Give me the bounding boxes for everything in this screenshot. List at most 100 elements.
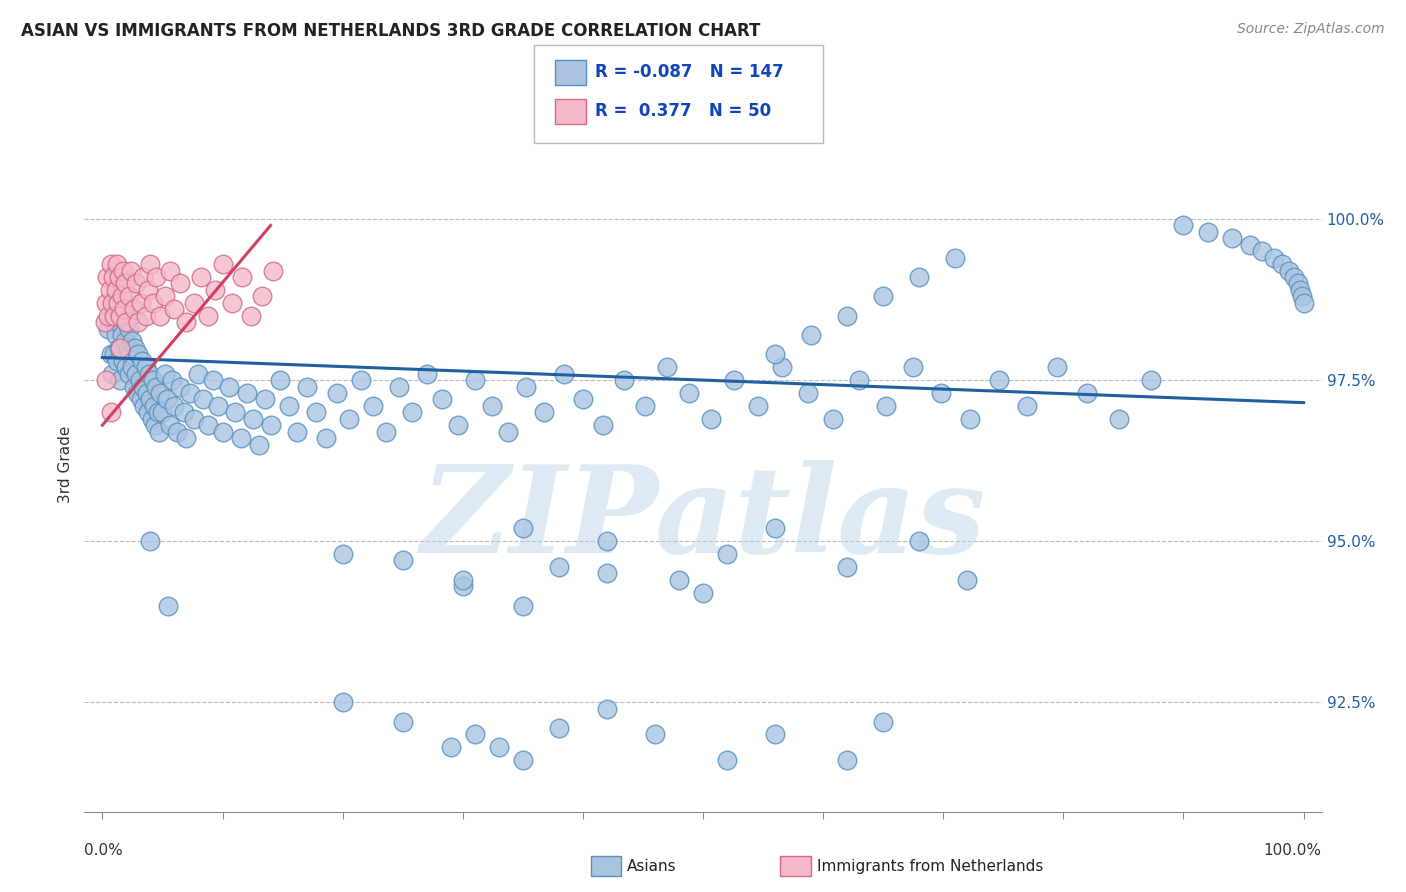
- Point: [124, 341, 146, 355]
- Point: [498, 425, 520, 439]
- Point: [159, 418, 181, 433]
- Point: [388, 379, 411, 393]
- Point: [247, 437, 270, 451]
- Point: [1046, 360, 1069, 375]
- Point: [127, 315, 149, 329]
- Point: [103, 315, 125, 329]
- Point: [250, 289, 273, 303]
- Point: [107, 295, 129, 310]
- Point: [169, 277, 191, 291]
- Point: [1250, 244, 1272, 259]
- Point: [481, 399, 503, 413]
- Point: [1278, 263, 1301, 277]
- Point: [118, 367, 141, 381]
- Point: [553, 367, 575, 381]
- Point: [125, 367, 148, 381]
- Point: [1173, 219, 1195, 233]
- Point: [1140, 373, 1163, 387]
- Point: [515, 379, 537, 393]
- Point: [100, 405, 122, 419]
- Point: [337, 411, 360, 425]
- Point: [295, 379, 318, 393]
- Point: [800, 328, 823, 343]
- Point: [121, 360, 143, 375]
- Point: [959, 411, 981, 425]
- Point: [149, 386, 172, 401]
- Point: [105, 257, 128, 271]
- Point: [129, 295, 152, 310]
- Point: [1286, 277, 1309, 291]
- Point: [201, 373, 224, 387]
- Point: [110, 341, 132, 355]
- Point: [451, 579, 474, 593]
- Point: [325, 386, 347, 401]
- Text: ASIAN VS IMMIGRANTS FROM NETHERLANDS 3RD GRADE CORRELATION CHART: ASIAN VS IMMIGRANTS FROM NETHERLANDS 3RD…: [21, 22, 761, 40]
- Point: [100, 347, 122, 361]
- Point: [110, 328, 132, 343]
- Point: [572, 392, 595, 407]
- Point: [110, 289, 132, 303]
- Text: 0.0%: 0.0%: [84, 843, 124, 858]
- Point: [190, 270, 212, 285]
- Point: [115, 315, 138, 329]
- Point: [305, 405, 328, 419]
- Point: [114, 334, 136, 349]
- Point: [169, 379, 191, 393]
- Point: [464, 373, 486, 387]
- Point: [613, 373, 636, 387]
- Point: [218, 379, 240, 393]
- Point: [118, 289, 141, 303]
- Point: [94, 373, 117, 387]
- Point: [837, 753, 859, 767]
- Point: [512, 753, 534, 767]
- Point: [183, 295, 205, 310]
- Point: [110, 373, 132, 387]
- Point: [107, 315, 129, 329]
- Point: [277, 399, 299, 413]
- Point: [678, 386, 700, 401]
- Point: [103, 270, 125, 285]
- Point: [97, 321, 120, 335]
- Point: [100, 257, 122, 271]
- Point: [401, 405, 423, 419]
- Point: [153, 367, 176, 381]
- Point: [145, 379, 167, 393]
- Point: [127, 347, 149, 361]
- Point: [644, 727, 666, 741]
- Point: [143, 418, 166, 433]
- Text: ZIPatlas: ZIPatlas: [420, 460, 986, 579]
- Point: [103, 309, 125, 323]
- Point: [114, 277, 136, 291]
- Point: [193, 392, 215, 407]
- Point: [127, 386, 149, 401]
- Point: [149, 309, 172, 323]
- Point: [204, 283, 226, 297]
- Point: [118, 321, 141, 335]
- Point: [146, 405, 169, 419]
- Point: [1108, 411, 1130, 425]
- Point: [592, 418, 614, 433]
- Point: [374, 425, 396, 439]
- Point: [332, 547, 354, 561]
- Point: [361, 399, 384, 413]
- Point: [547, 721, 569, 735]
- Point: [143, 399, 166, 413]
- Point: [115, 315, 138, 329]
- Point: [596, 534, 619, 549]
- Point: [134, 399, 156, 413]
- Point: [464, 727, 486, 741]
- Point: [97, 309, 120, 323]
- Point: [1291, 289, 1313, 303]
- Point: [129, 392, 152, 407]
- Text: Asians: Asians: [627, 859, 676, 873]
- Point: [96, 270, 118, 285]
- Point: [634, 399, 657, 413]
- Point: [512, 521, 534, 535]
- Point: [908, 270, 931, 285]
- Point: [700, 411, 723, 425]
- Point: [156, 392, 179, 407]
- Point: [596, 566, 619, 581]
- Point: [221, 295, 243, 310]
- Point: [112, 309, 135, 323]
- Point: [197, 418, 219, 433]
